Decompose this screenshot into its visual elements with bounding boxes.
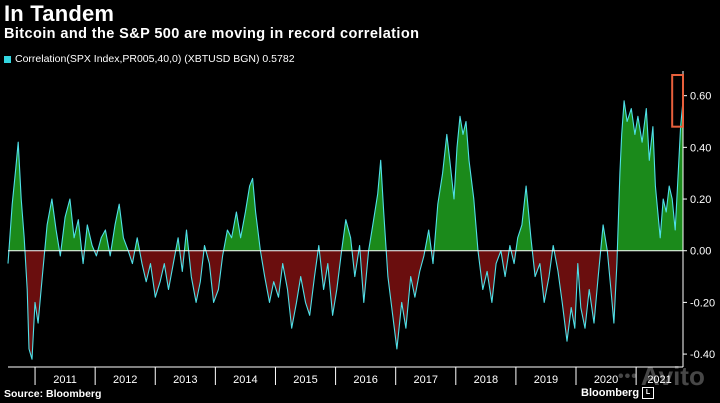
negative-area-30	[386, 250, 425, 349]
positive-area-39	[515, 186, 533, 251]
positive-area-25	[341, 219, 352, 251]
area-fill	[8, 100, 683, 360]
negative-area-20	[205, 250, 224, 303]
x-tick-label-5: 2016	[353, 374, 377, 386]
x-tick-label-1: 2012	[113, 374, 137, 386]
positive-area-31	[424, 230, 432, 251]
positive-area-45	[617, 100, 683, 251]
y-tick-label-4: 0.40	[690, 142, 711, 154]
brand-mark-icon: L	[642, 387, 655, 399]
axes: -0.40 -0.20 0.00 0.20 0.40 0.60 2011 2012 2013 20…	[8, 71, 715, 386]
positive-area-5	[60, 199, 82, 251]
negative-area-22	[260, 250, 319, 329]
series-line	[7, 100, 684, 360]
x-tick-label-7: 2018	[474, 374, 498, 386]
chart-subtitle: Bitcoin and the S&P 500 are moving in re…	[4, 26, 420, 42]
bloomberg-brand: Bloomberg L	[581, 387, 655, 399]
y-tick-label-0: -0.40	[690, 349, 715, 361]
legend-label: Correlation(SPX Index,PR005,40,0) (XBTUS…	[15, 53, 295, 65]
negative-area-28	[360, 250, 369, 303]
overlay	[671, 74, 685, 128]
y-tick-label-2: 0.00	[690, 246, 711, 258]
positive-area-1	[8, 142, 25, 251]
y-tick-label-3: 0.20	[690, 194, 711, 206]
avito-watermark: ••• Avito	[618, 361, 705, 392]
y-tick-label-5: 0.60	[690, 91, 711, 103]
positive-area-33	[434, 116, 478, 251]
x-tick-label-10: 2021	[647, 374, 671, 386]
negative-area-24	[319, 250, 342, 316]
negative-area-26	[352, 250, 359, 277]
chart-title: In Tandem	[4, 1, 115, 26]
y-tick-label-1: -0.20	[690, 297, 715, 309]
x-tick-label-0: 2011	[53, 374, 77, 386]
highlight-box	[671, 74, 685, 128]
negative-area-42	[554, 250, 601, 342]
x-tick-label-3: 2014	[233, 374, 257, 386]
negative-area-18	[188, 250, 204, 303]
legend: Correlation(SPX Index,PR005,40,0) (XBTUS…	[4, 53, 295, 65]
legend-swatch	[4, 55, 11, 63]
x-tick-label-2: 2013	[173, 374, 197, 386]
negative-area-12	[128, 250, 135, 264]
watermark-text: Avito	[640, 361, 705, 391]
x-tick-label-8: 2019	[534, 374, 558, 386]
negative-area-14	[139, 250, 176, 298]
negative-area-36	[500, 250, 510, 277]
x-tick-label-4: 2015	[293, 374, 317, 386]
negative-area-40	[532, 250, 553, 303]
x-tick-label-9: 2020	[594, 374, 618, 386]
positive-area-21	[223, 178, 261, 251]
positive-area-3	[44, 199, 60, 251]
positive-area-11	[111, 204, 129, 251]
brand-text: Bloomberg	[581, 387, 640, 399]
x-tick-label-6: 2017	[414, 374, 438, 386]
watermark-dots: •••	[618, 367, 638, 385]
negative-area-34	[478, 250, 501, 303]
positive-area-43	[600, 224, 608, 251]
source-note: Source: Bloomberg	[4, 388, 102, 400]
positive-area-13	[134, 237, 140, 251]
correlation-line	[7, 100, 684, 360]
